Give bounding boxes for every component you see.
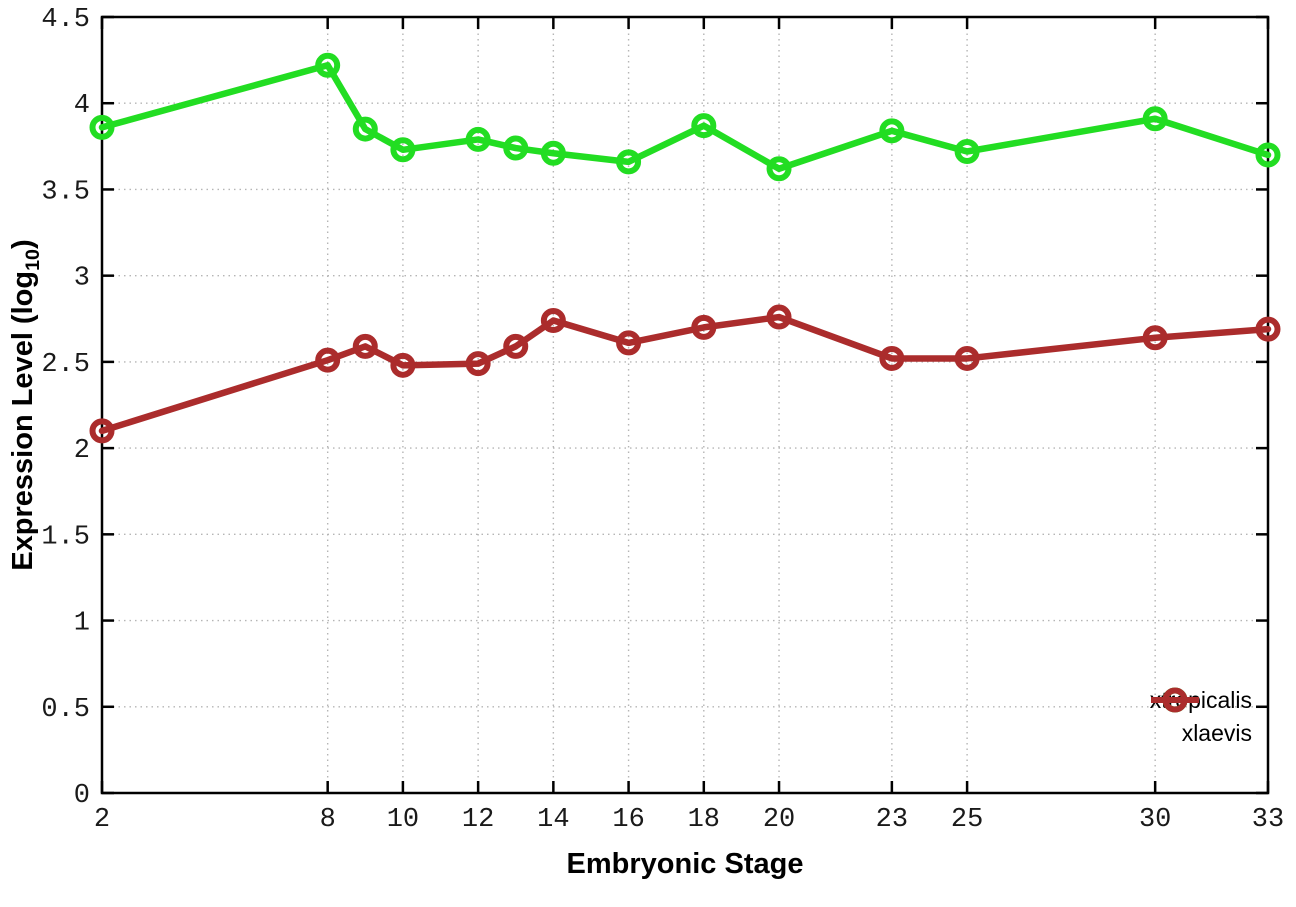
data-point-xtropicalis xyxy=(1142,106,1168,132)
data-point-xtropicalis xyxy=(766,156,792,182)
x-tick-label: 23 xyxy=(876,805,908,835)
y-tick-label: 1 xyxy=(74,609,90,639)
data-point-xlaevis xyxy=(766,304,792,330)
y-axis-title-text: Expression Level (log xyxy=(7,270,40,571)
y-tick-label: 2.5 xyxy=(41,350,90,380)
data-point-xtropicalis xyxy=(352,116,378,142)
y-axis-title: Expression Level (log10) xyxy=(7,239,45,570)
x-tick-label: 25 xyxy=(951,805,983,835)
data-point-xtropicalis xyxy=(616,149,642,175)
x-tick-label: 8 xyxy=(320,805,336,835)
x-tick-label: 20 xyxy=(763,805,795,835)
x-tick-label: 12 xyxy=(462,805,494,835)
legend: xtropicalis xlaevis xyxy=(1150,684,1262,750)
x-tick-label: 10 xyxy=(387,805,419,835)
data-point-xlaevis xyxy=(315,347,341,373)
y-tick-label: 1.5 xyxy=(41,522,90,552)
data-point-xlaevis xyxy=(1142,325,1168,351)
data-point-xlaevis xyxy=(691,314,717,340)
y-tick-label: 0 xyxy=(74,781,90,811)
data-point-xlaevis xyxy=(879,345,905,371)
data-point-xlaevis xyxy=(465,351,491,377)
data-point-xlaevis xyxy=(89,418,115,444)
data-point-xtropicalis xyxy=(390,137,416,163)
x-tick-label: 16 xyxy=(612,805,644,835)
plot-border xyxy=(100,15,1270,795)
x-tick-label: 33 xyxy=(1252,805,1284,835)
data-point-xtropicalis xyxy=(540,140,566,166)
data-point-xlaevis xyxy=(954,345,980,371)
y-tick-label: 2 xyxy=(74,436,90,466)
data-point-xtropicalis xyxy=(503,135,529,161)
legend-sample-marker xyxy=(1150,687,1199,713)
x-tick-label: 30 xyxy=(1139,805,1171,835)
data-point-xtropicalis xyxy=(691,113,717,139)
x-tick-label: 18 xyxy=(688,805,720,835)
x-axis-title: Embryonic Stage xyxy=(566,848,804,880)
y-tick-label: 4.5 xyxy=(41,5,90,35)
series-line-xlaevis xyxy=(98,313,1272,435)
data-point-xtropicalis xyxy=(1255,142,1281,168)
data-point-xlaevis xyxy=(1255,316,1281,342)
data-point-xtropicalis xyxy=(465,126,491,152)
data-point-xlaevis xyxy=(540,308,566,334)
data-point-xlaevis xyxy=(616,330,642,356)
y-tick-label: 4 xyxy=(74,91,90,121)
series-line-xtropicalis xyxy=(98,62,1272,173)
data-point-xlaevis xyxy=(503,333,529,359)
x-tick-label: 2 xyxy=(94,805,110,835)
y-axis-title-subscript: 10 xyxy=(21,248,44,271)
legend-item-xlaevis: xlaevis xyxy=(1150,687,1262,750)
data-point-xtropicalis xyxy=(315,52,341,78)
data-point-xlaevis xyxy=(390,352,416,378)
y-axis-title-close: ) xyxy=(7,239,40,249)
legend-label: xlaevis xyxy=(1181,720,1252,746)
data-point-xlaevis xyxy=(352,333,378,359)
y-tick-label: 0.5 xyxy=(41,695,90,725)
y-tick-label: 3.5 xyxy=(41,177,90,207)
y-tick-label: 3 xyxy=(74,264,90,294)
data-point-xtropicalis xyxy=(954,139,980,165)
data-point-xtropicalis xyxy=(89,114,115,140)
data-point-xtropicalis xyxy=(879,118,905,144)
x-tick-label: 14 xyxy=(537,805,569,835)
